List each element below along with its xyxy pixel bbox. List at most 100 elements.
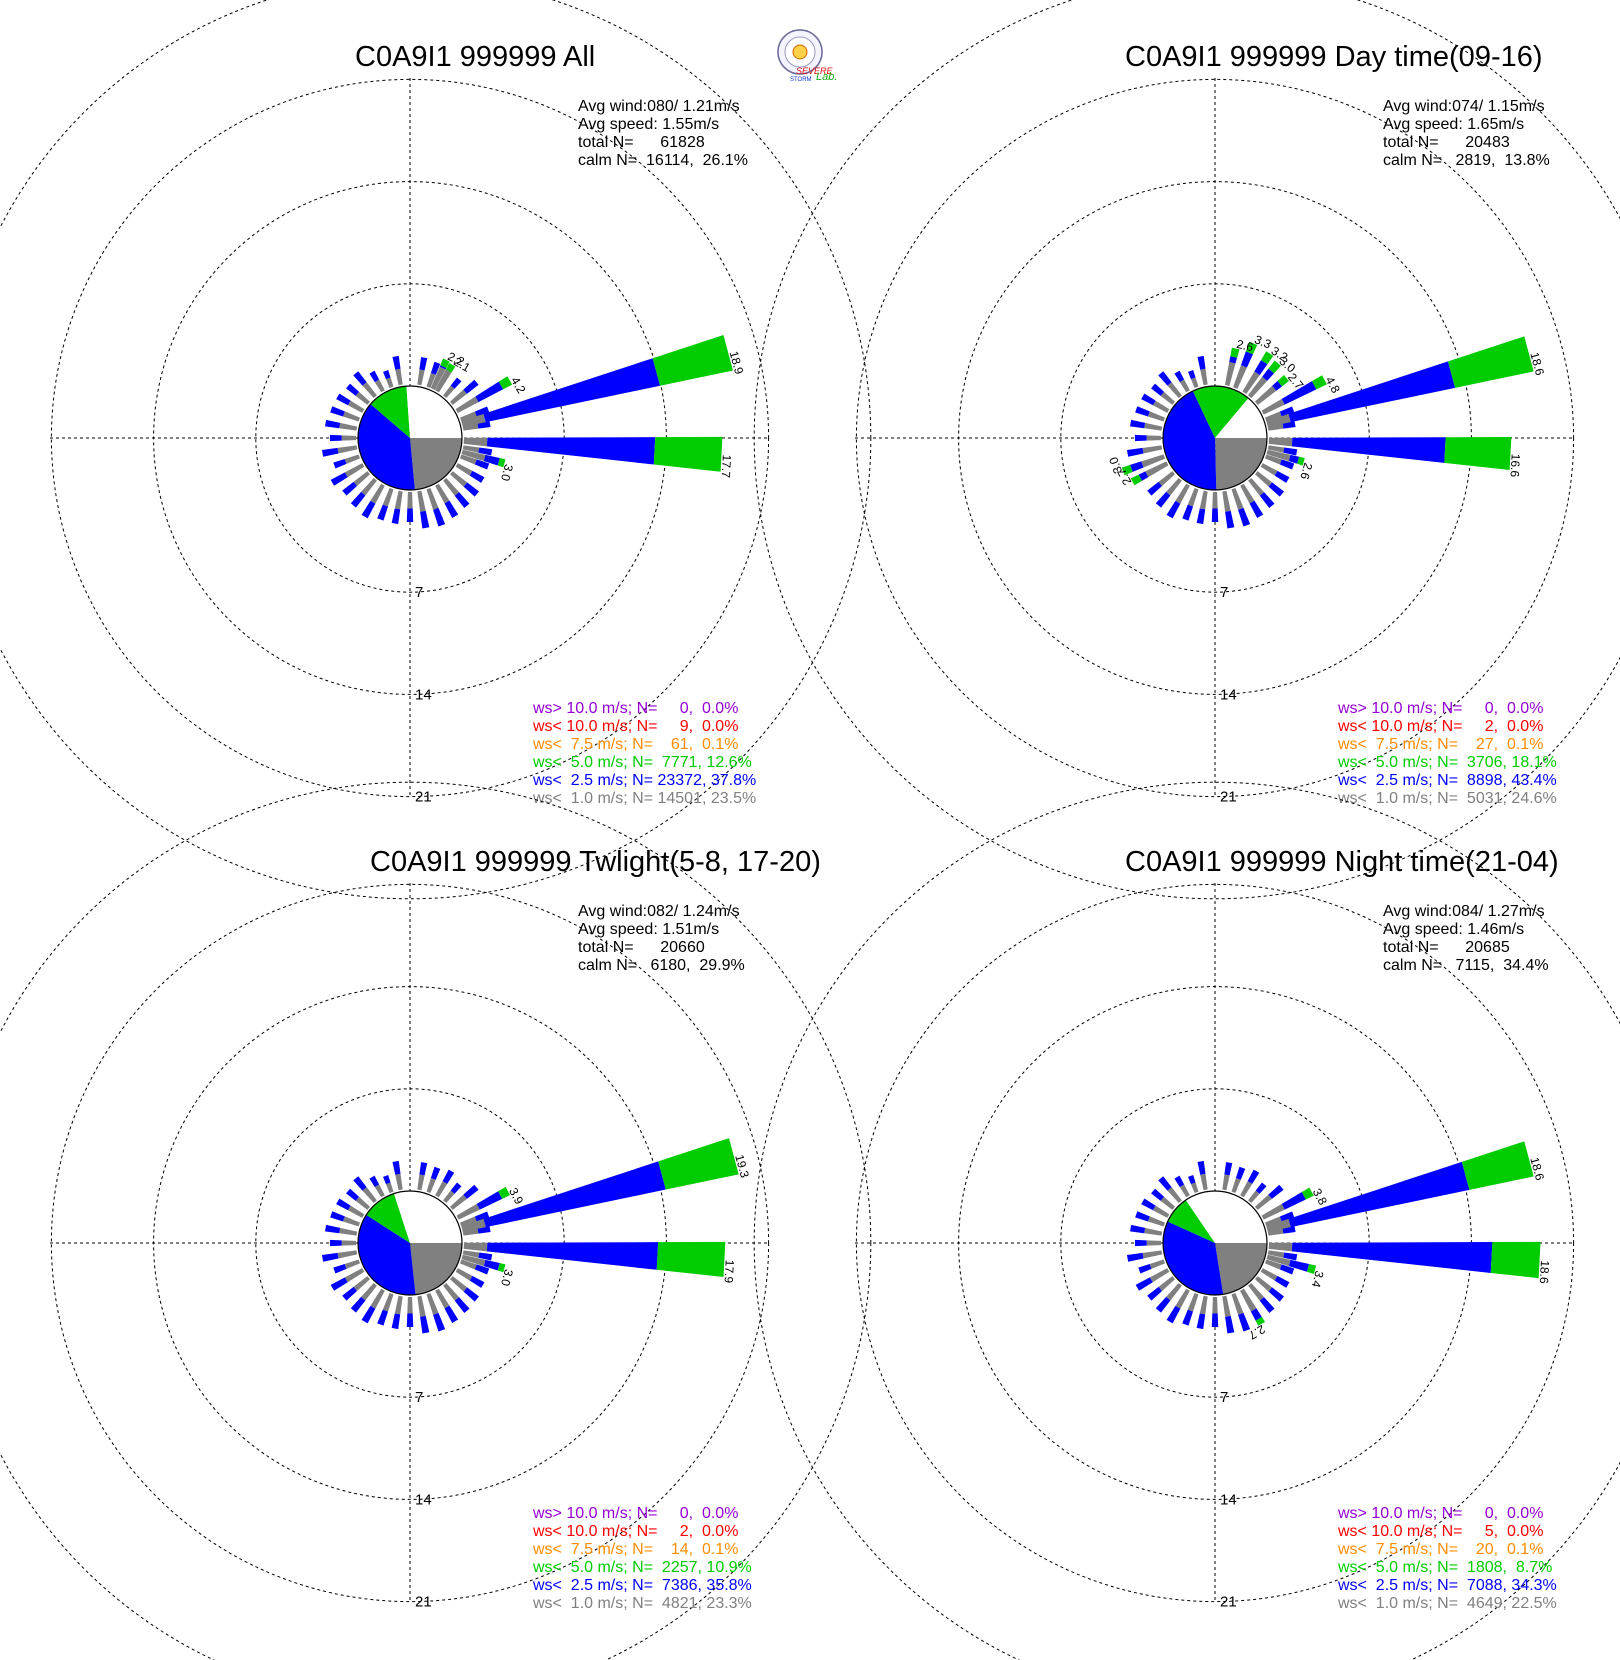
sector-bar-green xyxy=(1277,375,1290,387)
legend-purple: ws> 10.0 m/s; N= 0, 0.0% xyxy=(532,700,738,717)
logo-bottom-text: STORM xyxy=(790,77,812,83)
sector-bar-gray xyxy=(1242,371,1260,394)
sector-bar-gray xyxy=(1266,449,1291,462)
legend-red: ws< 10.0 m/s; N= 2, 0.0% xyxy=(532,1523,738,1540)
direction-bar-blue xyxy=(1151,1188,1165,1201)
sector-bar-blue xyxy=(475,381,504,403)
sector-bar-green xyxy=(497,1263,506,1273)
sector-bar-gray xyxy=(1240,1288,1257,1312)
direction-bar-gray xyxy=(385,377,394,389)
sector-bar-gray xyxy=(461,1218,486,1232)
direction-bar-blue xyxy=(1174,370,1185,383)
sector-bar-label: 3.0 xyxy=(498,1268,516,1288)
direction-bar-gray xyxy=(361,478,377,496)
sector-bar-blue xyxy=(483,1259,500,1271)
sector-bar-green xyxy=(498,376,513,390)
direction-bar-blue xyxy=(329,434,342,442)
direction-bar-blue xyxy=(329,1239,342,1247)
direction-bar-blue xyxy=(450,377,462,389)
direction-bar-gray xyxy=(339,1227,358,1236)
direction-bar-blue xyxy=(433,1312,446,1332)
range-ring xyxy=(50,78,770,798)
direction-bar-gray xyxy=(1200,368,1208,386)
legend-gray: ws< 1.0 m/s; N= 5031, 24.6% xyxy=(1337,790,1557,807)
direction-bar-gray xyxy=(1212,491,1218,509)
direction-bar-gray xyxy=(1160,391,1175,405)
sector-bar-green xyxy=(498,1186,511,1199)
direction-bar-gray xyxy=(462,1250,480,1258)
sector-bar-gray xyxy=(1266,413,1291,427)
sector-bar-gray xyxy=(461,449,486,462)
sector-bar-blue xyxy=(483,454,500,466)
stat-line-1: Avg wind:080/ 1.21m/s xyxy=(578,98,740,115)
direction-bar-gray xyxy=(353,471,370,487)
direction-bar-gray xyxy=(395,1173,403,1191)
calm-pie-green xyxy=(1167,1199,1215,1243)
sector-bar-green xyxy=(1230,347,1240,358)
legend-orange: ws< 7.5 m/s; N= 14, 0.1% xyxy=(532,1541,738,1558)
direction-bar-blue xyxy=(342,481,358,496)
sector-bar-gray xyxy=(463,1242,488,1252)
direction-bar-gray xyxy=(1199,490,1208,510)
direction-bar-gray xyxy=(1199,1295,1208,1315)
direction-bar-blue xyxy=(478,447,493,456)
direction-bar-gray xyxy=(459,454,477,465)
direction-bar-blue xyxy=(330,472,348,486)
legend-orange: ws< 7.5 m/s; N= 27, 0.1% xyxy=(1337,736,1543,753)
direction-bar-blue xyxy=(450,1182,462,1194)
direction-bar-gray xyxy=(1149,1268,1170,1283)
windrose-panel-4: 7 14 21 18.6 18.6 3.8 3.4 2.7 C0A9I1 999999 Nigh… xyxy=(753,781,1620,1660)
direction-bar-blue xyxy=(1158,371,1172,386)
legend-blue: ws< 2.5 m/s; N= 8898, 43.4% xyxy=(1337,772,1557,789)
direction-bar-blue xyxy=(1135,1211,1150,1222)
ring-label-14: 14 xyxy=(415,1491,432,1508)
direction-bar-gray xyxy=(1264,1259,1282,1270)
sector-bar-green xyxy=(1121,464,1133,476)
direction-bar-blue xyxy=(321,1252,339,1262)
sector-bar-gray xyxy=(455,396,479,413)
legend-purple: ws> 10.0 m/s; N= 0, 0.0% xyxy=(1337,700,1543,717)
legend-blue: ws< 2.5 m/s; N= 7386, 35.8% xyxy=(532,1577,752,1594)
legend-green: ws< 5.0 m/s; N= 2257, 10.9% xyxy=(532,1559,752,1576)
legend-red: ws< 10.0 m/s; N= 9, 0.0% xyxy=(532,718,738,735)
stat-line-4: calm N= 16114, 26.1% xyxy=(578,152,748,169)
direction-bar-blue xyxy=(1151,383,1165,396)
direction-bar-gray xyxy=(443,385,455,398)
stat-line-4: calm N= 7115, 34.4% xyxy=(1383,957,1549,974)
direction-bar-blue xyxy=(350,1296,366,1313)
direction-bar-blue xyxy=(1259,492,1275,509)
sector-bar-green xyxy=(1490,1241,1541,1279)
direction-bar-gray xyxy=(337,1250,358,1259)
direction-bar-blue xyxy=(1197,355,1206,370)
direction-bar-blue xyxy=(1147,481,1163,496)
direction-bar-gray xyxy=(341,1240,357,1246)
direction-bar-gray xyxy=(337,445,358,454)
calm-pie-green xyxy=(370,386,410,438)
direction-bar-blue xyxy=(1196,1313,1206,1330)
direction-bar-blue xyxy=(1188,1175,1196,1185)
sector-bar-label: 2.6 xyxy=(1235,337,1255,354)
direction-bar-blue xyxy=(1225,1315,1235,1334)
sector-bar-blue xyxy=(486,1242,659,1270)
direction-bar-blue xyxy=(333,458,347,469)
legend-red: ws< 10.0 m/s; N= 5, 0.0% xyxy=(1337,1523,1543,1540)
direction-bar-blue xyxy=(1279,1211,1295,1222)
direction-bar-gray xyxy=(344,454,361,464)
sector-bar-gray xyxy=(1141,454,1166,468)
direction-bar-gray xyxy=(1144,1227,1163,1236)
direction-bar-blue xyxy=(420,1315,430,1334)
direction-bar-gray xyxy=(1158,1276,1175,1292)
sector-bar-blue xyxy=(1281,381,1317,405)
direction-bar-blue xyxy=(1283,447,1298,456)
sector-bar-blue xyxy=(1138,471,1149,481)
sector-bar-green xyxy=(1311,375,1327,390)
direction-bar-blue xyxy=(1268,1184,1284,1199)
calm-pie-blue xyxy=(358,1214,416,1295)
direction-bar-blue xyxy=(1225,510,1235,529)
direction-bar-gray xyxy=(1248,478,1265,496)
direction-bar-gray xyxy=(462,1228,479,1236)
calm-pie-green xyxy=(1192,386,1249,438)
sector-bar-blue xyxy=(1288,454,1300,464)
direction-bar-gray xyxy=(344,463,365,478)
